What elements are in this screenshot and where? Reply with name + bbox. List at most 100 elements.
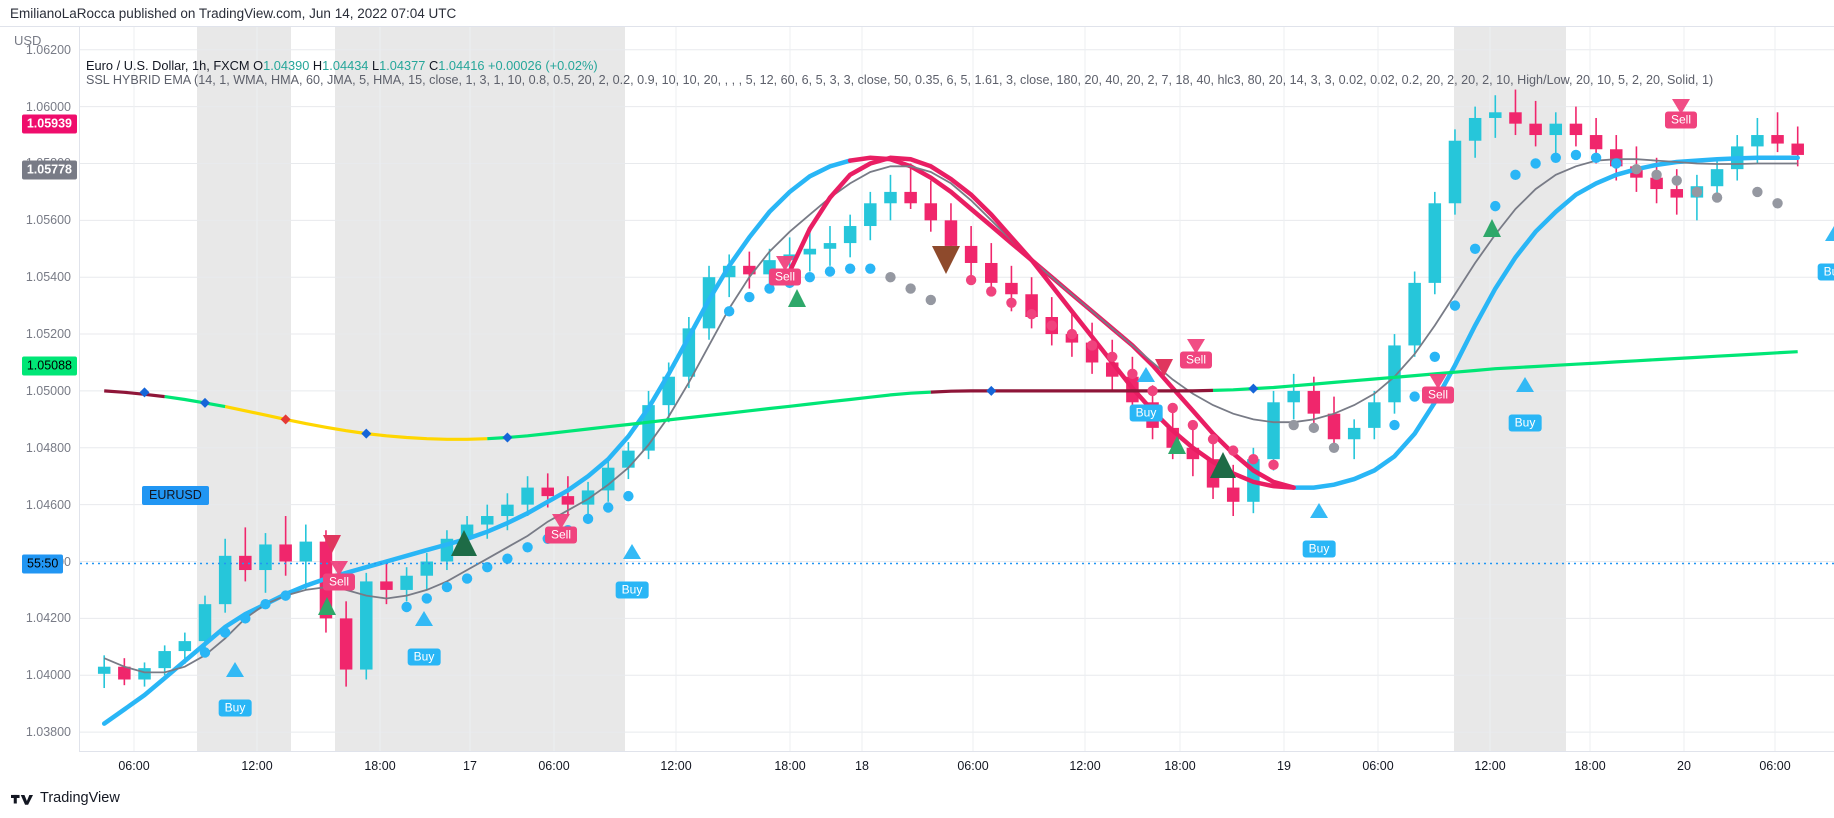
sell-signal-pointer: [552, 514, 570, 529]
candle-body: [521, 487, 534, 505]
baseline-diamond-marker: [139, 387, 150, 398]
ssl-channel-dot: [482, 561, 493, 573]
baseline-segment-dark-mid: [930, 388, 1214, 394]
candle-body: [722, 265, 736, 278]
ssl-channel-dot: [1268, 459, 1279, 471]
candle-body: [239, 555, 252, 571]
price-axis[interactable]: USD 1.038001.040001.042001.044001.046001…: [0, 27, 80, 752]
candle-body: [1509, 112, 1522, 124]
price-tick-label: 1.05600: [25, 213, 71, 228]
candle-body: [743, 265, 756, 275]
price-tick-label: 1.06000: [25, 99, 71, 114]
sell-signal-label: Sell: [322, 573, 356, 591]
ssl-channel-dot: [1449, 300, 1461, 311]
buy-arrow-marker: [1210, 452, 1236, 478]
ssl-channel-dot: [1248, 453, 1259, 465]
time-tick-label: 06:00: [118, 759, 150, 773]
time-tick-label: 18:00: [1574, 759, 1606, 773]
buy-arrow-marker: [451, 530, 477, 556]
ssl-channel-dot: [1046, 320, 1057, 331]
candle-body: [985, 262, 998, 283]
ssl-channel-dot: [1187, 419, 1199, 431]
ssl-channel-dot: [1530, 158, 1541, 169]
baseline-diamond-marker: [986, 385, 997, 396]
chart-canvas: [80, 27, 1834, 752]
cursor-price-badge: 1.05778: [21, 160, 77, 180]
candle-body: [1267, 402, 1280, 460]
time-tick-label: 12:00: [241, 759, 273, 773]
buy-signal-pointer: [226, 662, 244, 677]
buy-signal-label: Buy: [615, 581, 649, 599]
buy-arrow-marker: [788, 289, 806, 307]
ssl-channel-dot: [764, 283, 775, 294]
baseline-diamond-marker: [280, 414, 291, 425]
baseline-diamond-marker: [361, 428, 372, 439]
time-tick-label: 12:00: [660, 759, 692, 773]
sell-signal-label: Sell: [1664, 111, 1698, 129]
time-tick-label: 06:00: [1759, 759, 1791, 773]
baseline-segment-green-a: [164, 395, 226, 409]
time-tick-label: 19: [1277, 759, 1291, 773]
time-axis[interactable]: 06:00 12:00 18:00 17 06:00 12:00 18:00 18 06:00 1…: [0, 751, 1834, 783]
ssl-channel-dot: [1490, 200, 1501, 212]
ssl-channel-dot: [280, 590, 291, 601]
ssl-channel-dot: [1429, 351, 1441, 363]
candle-body: [198, 604, 212, 642]
candle-body: [1226, 487, 1240, 502]
candle-body: [843, 226, 857, 244]
candle-body: [1287, 390, 1300, 403]
ssl-channel-dot: [1107, 351, 1118, 363]
candle-body: [118, 666, 131, 680]
ssl-channel-dot: [1691, 186, 1703, 198]
candle-body: [299, 541, 313, 562]
price-tick-label: 1.05400: [25, 270, 71, 285]
last-price-badge: 1.05939: [21, 114, 77, 134]
time-tick-label: 18: [855, 759, 869, 773]
candle-body: [360, 581, 373, 670]
candle-body: [541, 487, 554, 497]
ssl-channel-dot: [522, 542, 533, 553]
sell-arrow-marker: [932, 246, 960, 274]
candle-body: [924, 203, 938, 221]
publisher-attribution: EmilianoLaRocca published on TradingView…: [10, 6, 457, 21]
crosshair-time-badge: 55:50: [22, 554, 64, 573]
time-tick-label: 12:00: [1474, 759, 1506, 773]
sell-signal-pointer: [1429, 374, 1447, 389]
price-tick-label: 1.04200: [25, 611, 71, 626]
baseline-diamond-marker: [199, 397, 210, 408]
baseline-segment-dark: [104, 389, 165, 399]
candle-body: [1791, 143, 1804, 155]
candle-body: [1650, 177, 1663, 190]
candle-body: [1388, 345, 1401, 403]
sell-signal-pointer: [1187, 339, 1205, 354]
buy-signal-label: Buy: [1508, 414, 1542, 432]
buy-signal-label: Buy: [1302, 540, 1336, 558]
ssl-channel-dot: [1671, 175, 1682, 186]
candle-body: [662, 376, 675, 406]
chart-plot-area[interactable]: [80, 27, 1834, 752]
ssl-channel-dot: [1409, 391, 1420, 402]
candle-body: [1710, 169, 1724, 187]
ssl-channel-dot: [744, 291, 755, 303]
ssl-channel-dot: [1550, 152, 1561, 163]
tradingview-logo[interactable]: TradingView: [11, 790, 120, 806]
price-tick-label: 1.04000: [25, 668, 71, 683]
candle-body: [964, 245, 978, 263]
ssl-channel-dot: [723, 306, 735, 317]
sell-signal-pointer: [1672, 99, 1690, 114]
baseline-segment-green-b: [487, 390, 931, 441]
ssl-channel-dot: [865, 263, 876, 274]
candle-body: [1529, 123, 1542, 136]
ssl-channel-dot: [421, 593, 432, 604]
ssl-hybrid-line-bullish: [101, 158, 853, 726]
ssl-channel-dot: [965, 274, 977, 286]
ssl-channel-dot: [1328, 442, 1340, 453]
candle-body: [1670, 189, 1683, 198]
ssl-channel-dot: [1026, 308, 1037, 320]
ssl-channel-dot: [1469, 243, 1481, 254]
candle-body: [1327, 413, 1341, 440]
ssl-channel-dot: [824, 266, 836, 277]
price-tick-label: 1.03800: [25, 725, 71, 740]
candle-body: [1428, 203, 1442, 283]
